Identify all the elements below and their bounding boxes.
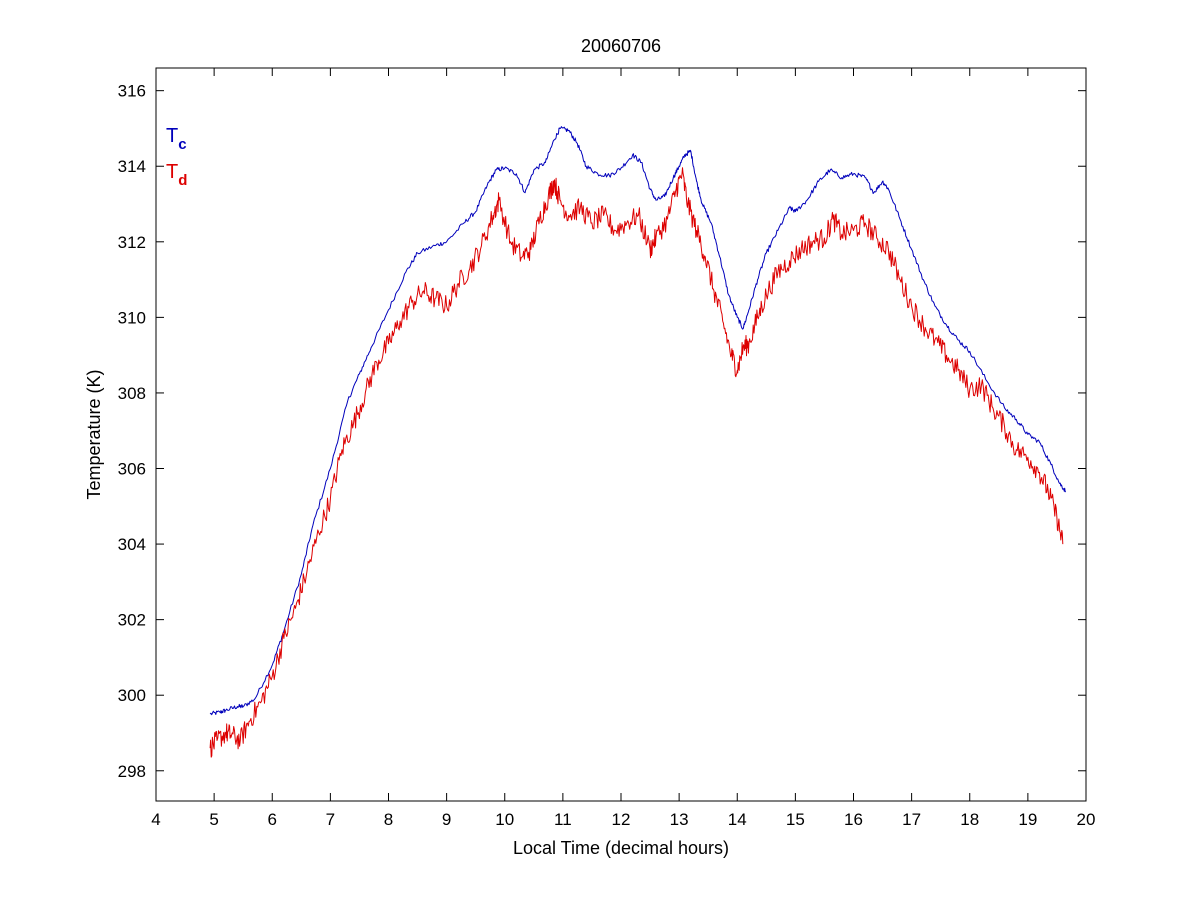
- x-tick-label: 11: [554, 810, 572, 829]
- x-axis-ticks: 4 5 6 7 8 9 10 11 12 13 14 15 16 17 18 19 20: [151, 68, 1095, 829]
- x-tick-label: 8: [384, 810, 393, 829]
- chart-title: 20060706: [581, 36, 661, 56]
- y-tick-label: 300: [118, 686, 146, 705]
- series-layer: [209, 126, 1067, 758]
- y-tick-label: 308: [118, 384, 146, 403]
- y-axis-ticks: 298 300 302 304 306 308 310 312 314 316: [118, 82, 1086, 781]
- x-tick-label: 13: [670, 810, 689, 829]
- plot-area: [155, 67, 1087, 802]
- x-tick-label: 20: [1077, 810, 1096, 829]
- x-tick-label: 10: [495, 810, 514, 829]
- x-tick-label: 19: [1018, 810, 1037, 829]
- y-tick-label: 304: [118, 535, 146, 554]
- y-tick-label: 302: [118, 611, 146, 630]
- x-tick-label: 17: [902, 810, 921, 829]
- y-tick-label: 312: [118, 233, 146, 252]
- x-axis-label: Local Time (decimal hours): [513, 838, 729, 858]
- x-tick-label: 16: [844, 810, 863, 829]
- y-tick-label: 314: [118, 157, 146, 176]
- y-tick-label: 310: [118, 308, 146, 327]
- x-tick-label: 12: [612, 810, 631, 829]
- series-line-t-c: [209, 126, 1067, 716]
- legend-entry-c: Tc: [166, 125, 187, 153]
- series-line-t-d: [209, 167, 1064, 758]
- legend: Tc Td: [166, 125, 187, 189]
- x-tick-label: 9: [442, 810, 451, 829]
- y-axis-label: Temperature (K): [84, 369, 104, 499]
- x-tick-label: 5: [209, 810, 218, 829]
- x-tick-label: 14: [728, 810, 747, 829]
- x-tick-label: 18: [960, 810, 979, 829]
- y-tick-label: 306: [118, 460, 146, 479]
- legend-entry-d: Td: [166, 161, 187, 189]
- x-tick-label: 15: [786, 810, 805, 829]
- y-tick-label: 316: [118, 82, 146, 101]
- x-tick-label: 6: [268, 810, 277, 829]
- x-tick-label: 4: [151, 810, 160, 829]
- y-tick-label: 298: [118, 762, 146, 781]
- x-tick-label: 7: [326, 810, 335, 829]
